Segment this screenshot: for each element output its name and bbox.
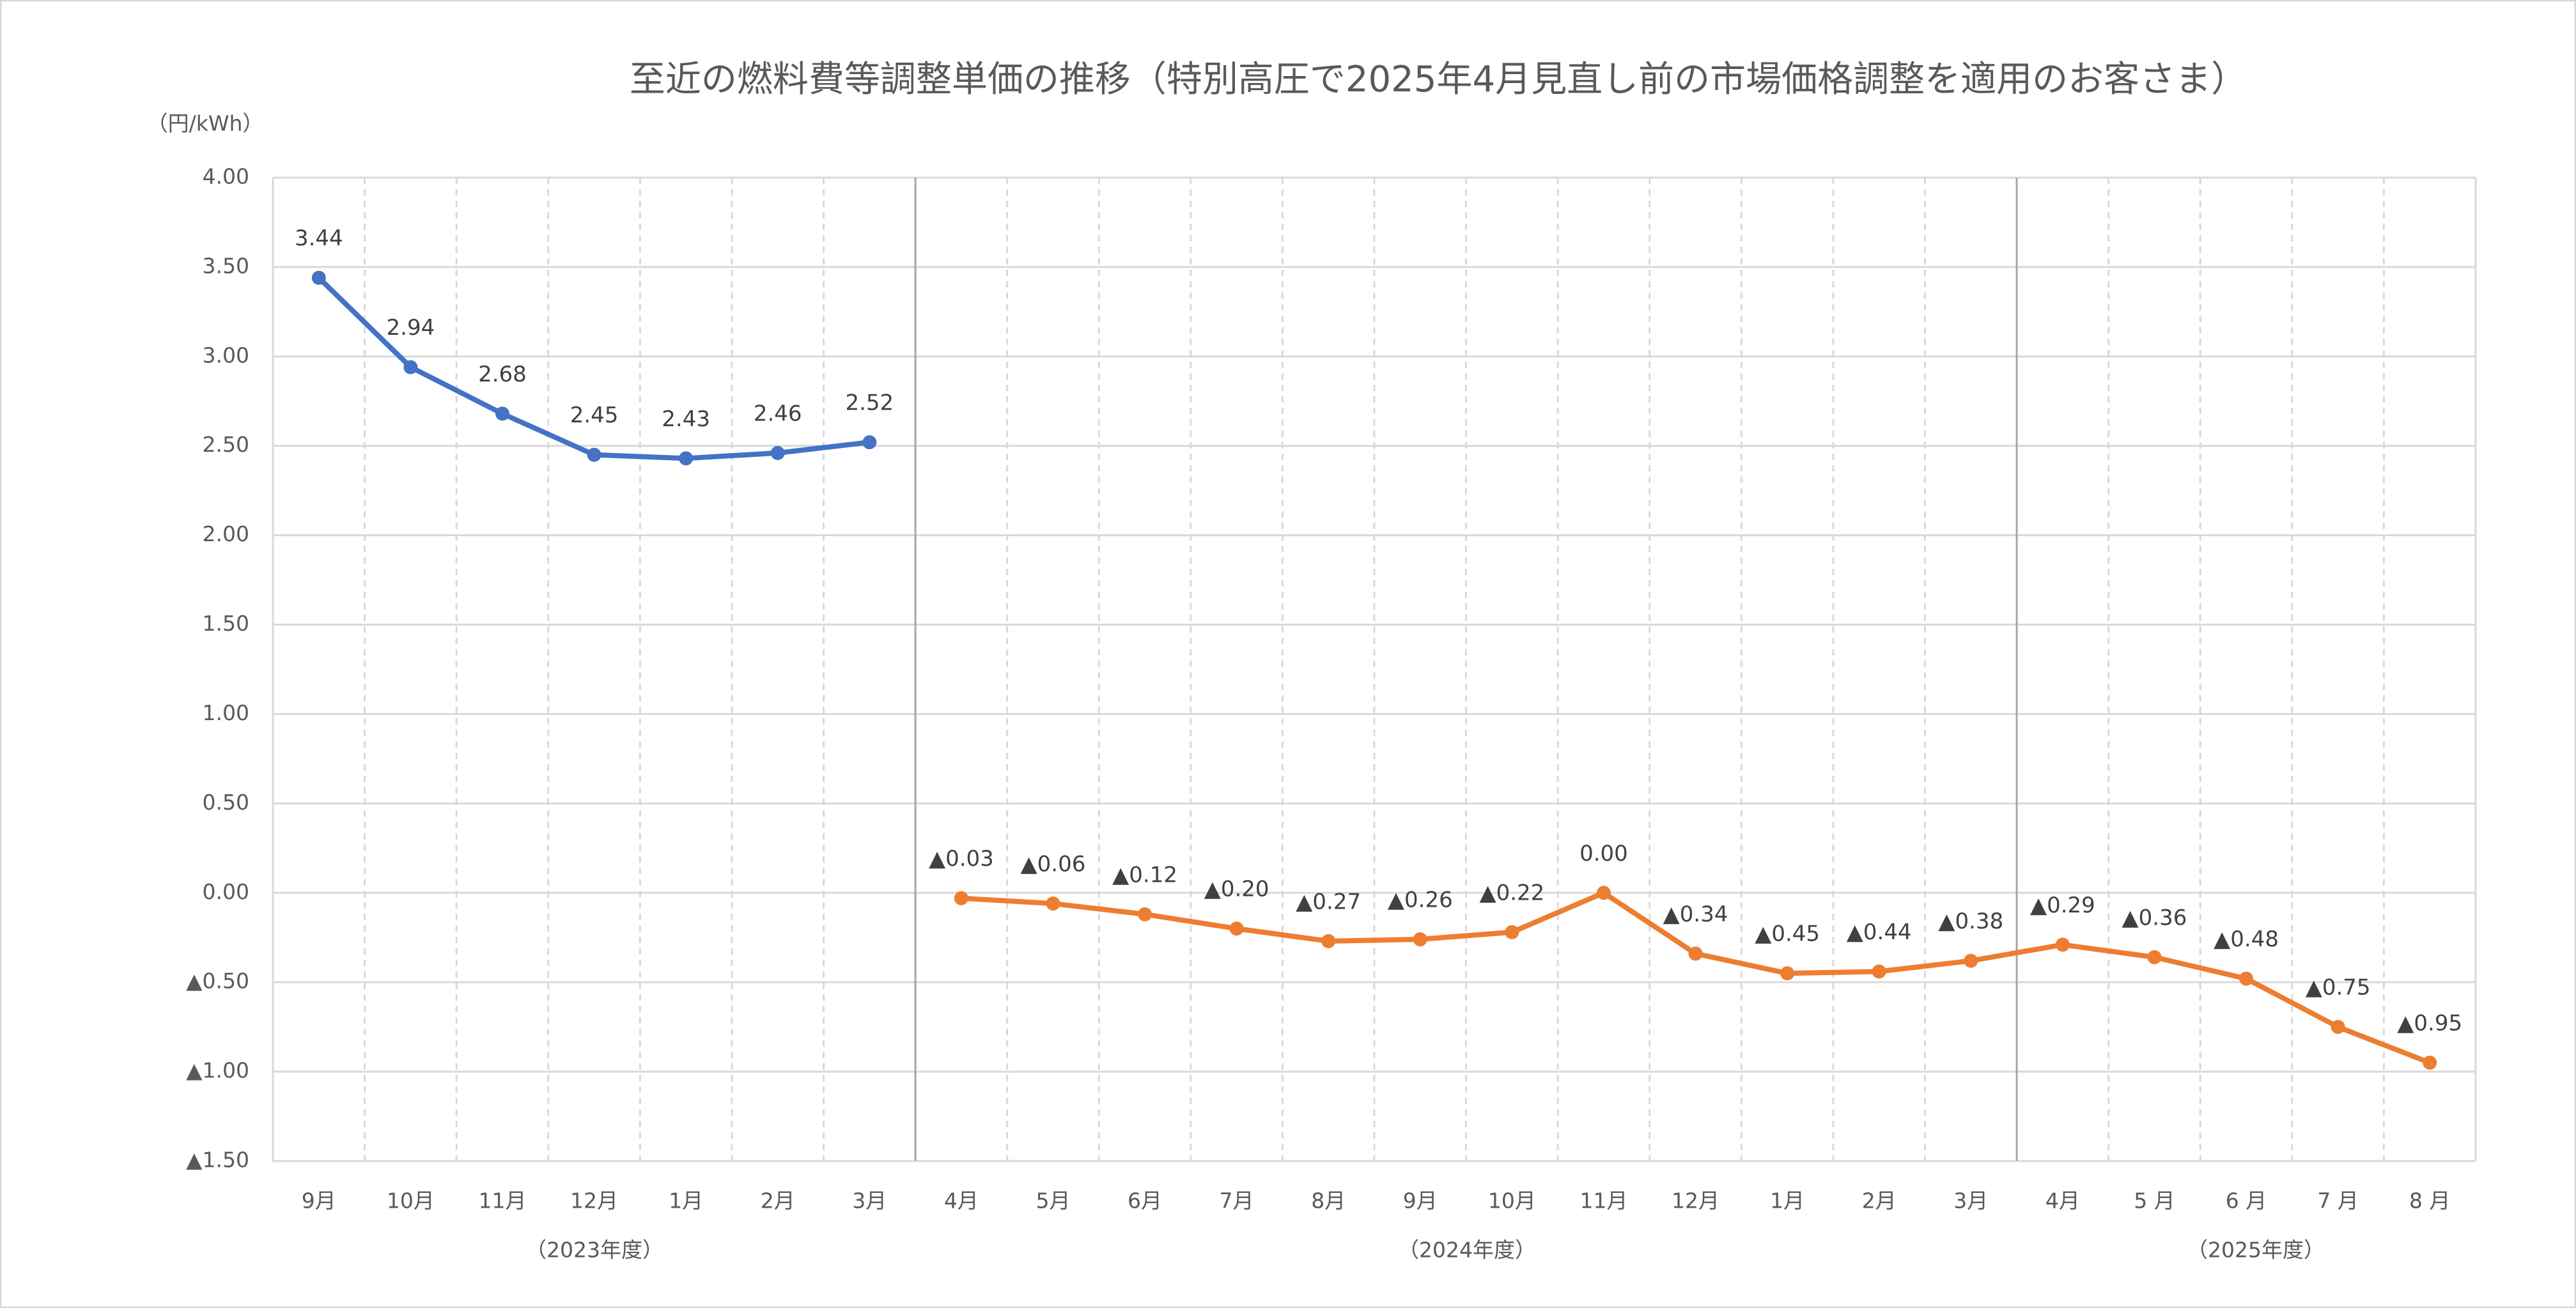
data-point bbox=[1688, 946, 1703, 961]
data-point bbox=[1321, 934, 1336, 948]
x-tick-label: 2月 bbox=[1862, 1189, 1897, 1213]
data-label: ▲0.38 bbox=[1938, 909, 2003, 934]
data-label: 2.52 bbox=[845, 390, 894, 416]
data-label: 2.68 bbox=[478, 362, 527, 387]
data-point bbox=[1780, 966, 1795, 981]
data-label: ▲0.22 bbox=[1479, 880, 1544, 905]
data-label: 2.94 bbox=[387, 315, 435, 341]
data-label: 2.46 bbox=[754, 401, 802, 426]
y-tick-label: 1.50 bbox=[203, 611, 249, 636]
x-tick-label: 7 月 bbox=[2317, 1189, 2359, 1213]
x-tick-label: 10月 bbox=[1488, 1189, 1536, 1213]
x-tick-label: 6月 bbox=[1128, 1189, 1162, 1213]
data-label: 0.00 bbox=[1579, 841, 1628, 866]
data-label: ▲0.26 bbox=[1388, 888, 1453, 913]
data-point bbox=[954, 891, 968, 905]
data-label: 2.43 bbox=[662, 406, 710, 432]
data-label: ▲0.48 bbox=[2214, 927, 2279, 952]
data-point bbox=[2239, 971, 2254, 986]
y-tick-label: 2.50 bbox=[203, 432, 249, 457]
x-tick-label: 6 月 bbox=[2226, 1189, 2267, 1213]
group-label: （2023年度） bbox=[525, 1238, 663, 1263]
data-label: ▲0.36 bbox=[2122, 905, 2187, 931]
data-label: ▲0.27 bbox=[1296, 889, 1361, 914]
x-tick-label: 10月 bbox=[387, 1189, 435, 1213]
data-point bbox=[862, 435, 877, 450]
data-label: ▲0.29 bbox=[2030, 893, 2095, 918]
x-tick-label: 8月 bbox=[1311, 1189, 1346, 1213]
x-tick-label: 1月 bbox=[1770, 1189, 1804, 1213]
data-label: 2.45 bbox=[570, 403, 619, 428]
x-tick-label: 4月 bbox=[944, 1189, 979, 1213]
x-tick-label: 5 月 bbox=[2134, 1189, 2175, 1213]
y-axis-label: （円/kWh） bbox=[147, 111, 264, 136]
data-label: ▲0.20 bbox=[1204, 877, 1269, 902]
x-tick-label: 3月 bbox=[1953, 1189, 1988, 1213]
y-tick-label: 3.50 bbox=[203, 253, 249, 278]
data-point bbox=[2055, 937, 2070, 952]
y-tick-label: 3.00 bbox=[203, 342, 249, 367]
data-label: 3.44 bbox=[295, 226, 343, 251]
data-label: ▲0.34 bbox=[1663, 902, 1728, 927]
x-tick-label: 11月 bbox=[1579, 1189, 1627, 1213]
data-point bbox=[1229, 921, 1244, 936]
data-point bbox=[1138, 907, 1152, 921]
x-tick-label: 4月 bbox=[2045, 1189, 2080, 1213]
y-tick-label: ▲1.50 bbox=[186, 1148, 249, 1173]
x-tick-label: 7月 bbox=[1220, 1189, 1254, 1213]
data-label: ▲0.95 bbox=[2397, 1011, 2462, 1036]
data-label: ▲0.03 bbox=[929, 846, 994, 872]
data-point bbox=[495, 406, 509, 421]
data-point bbox=[679, 451, 694, 466]
data-point bbox=[2147, 950, 2162, 965]
data-point bbox=[1596, 886, 1611, 900]
y-tick-label: 1.00 bbox=[203, 700, 249, 725]
y-tick-label: 0.00 bbox=[203, 879, 249, 904]
data-point bbox=[1964, 953, 1978, 968]
y-tick-label: ▲1.00 bbox=[186, 1058, 249, 1083]
data-point bbox=[2331, 1020, 2345, 1035]
y-tick-label: 2.00 bbox=[203, 521, 249, 546]
x-tick-label: 9月 bbox=[302, 1189, 336, 1213]
data-point bbox=[587, 447, 601, 462]
chart-title: 至近の燃料費等調整単価の推移（特別高圧で2025年4月見直し前の市場価格調整を適… bbox=[630, 59, 2247, 100]
data-point bbox=[403, 360, 418, 374]
data-point bbox=[770, 445, 785, 460]
data-label: ▲0.06 bbox=[1021, 852, 1086, 877]
x-tick-label: 1月 bbox=[669, 1189, 703, 1213]
data-point bbox=[1505, 925, 1519, 939]
data-label: ▲0.12 bbox=[1112, 862, 1177, 888]
y-tick-label: 4.00 bbox=[203, 164, 249, 189]
data-point bbox=[1413, 932, 1427, 947]
x-tick-label: 12月 bbox=[570, 1189, 618, 1213]
x-tick-label: 2月 bbox=[761, 1189, 795, 1213]
x-tick-label: 11月 bbox=[478, 1189, 526, 1213]
data-label: ▲0.75 bbox=[2306, 975, 2371, 1001]
x-tick-label: 5月 bbox=[1036, 1189, 1070, 1213]
y-tick-label: 0.50 bbox=[203, 790, 249, 815]
data-point bbox=[1872, 964, 1886, 979]
data-label: ▲0.44 bbox=[1847, 919, 1912, 945]
x-tick-label: 12月 bbox=[1672, 1189, 1719, 1213]
data-point bbox=[2423, 1056, 2437, 1070]
group-label: （2025年度） bbox=[2187, 1238, 2325, 1263]
data-point bbox=[1046, 896, 1060, 911]
x-tick-label: 3月 bbox=[852, 1189, 887, 1213]
x-tick-label: 8 月 bbox=[2409, 1189, 2451, 1213]
data-point bbox=[311, 270, 326, 285]
y-tick-label: ▲0.50 bbox=[186, 969, 249, 994]
x-tick-label: 9月 bbox=[1403, 1189, 1438, 1213]
data-label: ▲0.45 bbox=[1755, 921, 1820, 947]
group-label: （2024年度） bbox=[1398, 1238, 1536, 1263]
